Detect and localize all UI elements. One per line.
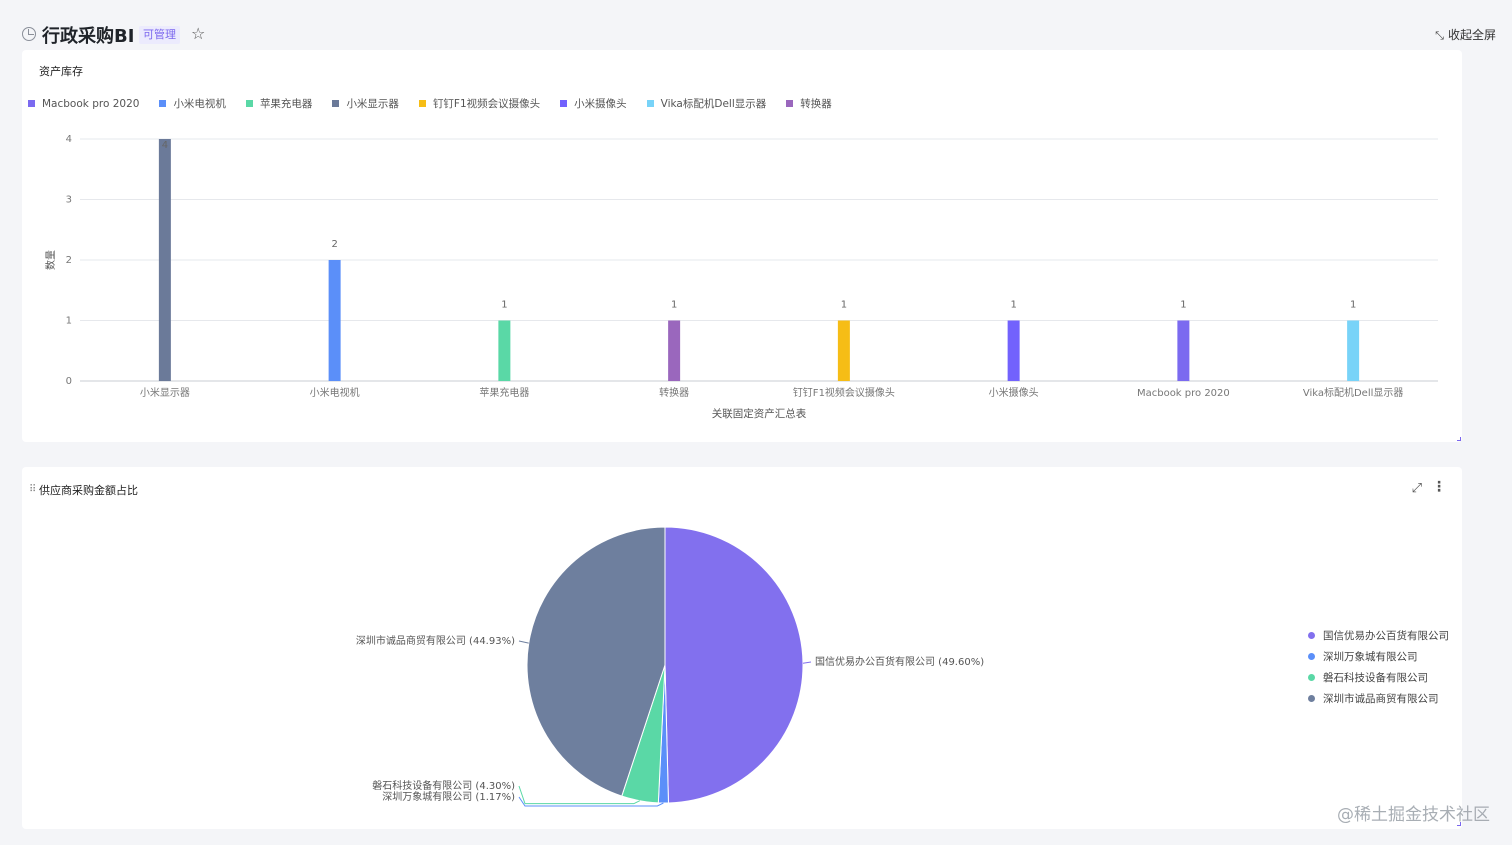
- bar: [837, 320, 850, 381]
- legend-swatch: [245, 100, 253, 107]
- legend-item[interactable]: 小米摄像头: [560, 96, 627, 111]
- collapse-icon: ⤡: [1435, 29, 1444, 42]
- clock-icon: [22, 27, 36, 41]
- legend-label: 小米显示器: [346, 98, 399, 110]
- x-tick-label: 小米电视机: [310, 386, 360, 399]
- collapse-label: 收起全屏: [1447, 28, 1496, 42]
- resize-handle-icon[interactable]: [1457, 437, 1461, 441]
- bar: [328, 260, 341, 381]
- data-label: 1: [1350, 300, 1356, 311]
- bar-chart-legend: Macbook pro 2020 小米电视机 苹果充电器 小米显示器 钉钉F1视频会议摄…: [28, 96, 852, 111]
- legend-label: 钉钉F1视频会议摄像头: [432, 98, 541, 110]
- legend-label: 小米摄像头: [574, 98, 627, 110]
- legend-swatch: [560, 100, 568, 107]
- collapse-fullscreen-button[interactable]: ⤡ 收起全屏: [1435, 27, 1496, 44]
- y-tick-label: 1: [66, 316, 72, 327]
- data-label: 1: [501, 300, 507, 311]
- legend-item[interactable]: Macbook pro 2020: [28, 96, 139, 111]
- legend-item[interactable]: 转换器: [786, 96, 832, 111]
- data-label: 1: [671, 300, 677, 311]
- legend-swatch: [332, 100, 340, 107]
- pie-legend-item[interactable]: 国信优易办公百货有限公司: [1308, 625, 1449, 646]
- y-tick-label: 4: [66, 134, 72, 145]
- pie-chart-legend: 国信优易办公百货有限公司 深圳万象城有限公司 磐石科技设备有限公司 深圳市诚品商贸有限…: [1308, 625, 1449, 709]
- x-axis-label: 关联固定资产汇总表: [712, 407, 807, 420]
- data-label: 2: [331, 239, 337, 250]
- slice-label: 深圳万象城有限公司 (1.17%): [382, 790, 515, 803]
- card-title: 资产库存: [39, 65, 83, 78]
- legend-swatch: [28, 100, 35, 107]
- x-tick-label: 小米摄像头: [989, 386, 1039, 399]
- legend-label: 小米电视机: [173, 98, 226, 110]
- label-leader-line: [802, 661, 812, 664]
- pie-legend-label: 国信优易办公百货有限公司: [1323, 630, 1449, 642]
- legend-swatch: [159, 100, 167, 107]
- slice-label: 国信优易办公百货有限公司 (49.60%): [815, 655, 984, 668]
- x-tick-label: Macbook pro 2020: [1137, 388, 1230, 399]
- data-label: 4: [162, 140, 168, 151]
- top-bar: 行政采购BI 可管理 ☆ ⤡ 收起全屏: [0, 0, 1512, 50]
- legend-item[interactable]: 苹果充电器: [245, 96, 313, 111]
- legend-label: Vika标配机Dell显示器: [660, 98, 767, 110]
- bar: [1347, 320, 1360, 381]
- x-tick-label: 苹果充电器: [479, 386, 529, 399]
- page-title: 行政采购BI: [42, 26, 135, 47]
- pie-legend-label: 磐石科技设备有限公司: [1323, 672, 1428, 684]
- more-options-icon[interactable]: ⋮: [1432, 479, 1446, 495]
- permission-badge: 可管理: [139, 26, 180, 44]
- star-icon[interactable]: ☆: [191, 24, 206, 43]
- drag-handle-icon[interactable]: ⠿: [29, 484, 36, 495]
- legend-item[interactable]: 钉钉F1视频会议摄像头: [418, 96, 541, 111]
- label-leader-line: [518, 640, 529, 644]
- pie-legend-label: 深圳市诚品商贸有限公司: [1323, 693, 1439, 705]
- data-label: 1: [1010, 300, 1016, 311]
- expand-icon[interactable]: ⤢: [1411, 481, 1422, 496]
- legend-item[interactable]: 小米电视机: [159, 96, 226, 111]
- legend-dot: [1308, 695, 1315, 702]
- legend-swatch: [786, 100, 794, 107]
- bar: [1007, 320, 1020, 381]
- legend-swatch: [418, 100, 426, 107]
- legend-dot: [1308, 674, 1315, 681]
- pie-legend-item[interactable]: 磐石科技设备有限公司: [1308, 667, 1449, 688]
- bar-chart: 0 1 2 3 4 数量 4 小米显示器 2 小米电视机 1 苹果充电器 1 转换器 1 钉钉F1视频会议摄像…: [44, 134, 1438, 420]
- x-tick-label: 钉钉F1视频会议摄像头: [793, 386, 895, 399]
- slice-label: 深圳市诚品商贸有限公司 (44.93%): [356, 634, 515, 647]
- pie-legend-item[interactable]: 深圳万象城有限公司: [1308, 646, 1449, 667]
- bar: [668, 320, 681, 381]
- asset-inventory-card: 资产库存 Macbook pro 2020 小米电视机 苹果充电器 小米显示器 钉钉F1…: [22, 50, 1462, 442]
- label-leader-line: [518, 796, 664, 807]
- x-tick-label: 小米显示器: [140, 386, 190, 399]
- pie-slice: [526, 526, 666, 797]
- slice-label: 磐石科技设备有限公司 (4.30%): [372, 779, 515, 792]
- watermark: @稀土掘金技术社区: [1337, 805, 1490, 825]
- y-tick-label: 0: [66, 376, 72, 387]
- bar: [158, 139, 171, 381]
- legend-dot: [1308, 632, 1315, 639]
- pie-slice: [664, 526, 804, 804]
- legend-item[interactable]: 小米显示器: [332, 96, 399, 111]
- bar: [498, 320, 511, 381]
- x-tick-label: 转换器: [659, 386, 689, 399]
- legend-dot: [1308, 653, 1315, 660]
- supplier-share-card: ⠿ 供应商采购金额占比 ⤢ ⋮ 国信优易办公百货有限公司 (49.60%) 深圳万…: [22, 467, 1462, 829]
- y-tick-label: 2: [66, 255, 72, 266]
- data-label: 1: [841, 300, 847, 311]
- x-tick-label: Vika标配机Dell显示器: [1303, 386, 1404, 399]
- legend-label: Macbook pro 2020: [42, 97, 140, 110]
- pie-legend-item[interactable]: 深圳市诚品商贸有限公司: [1308, 688, 1449, 709]
- bar: [1177, 320, 1190, 381]
- label-leader-line: [518, 785, 641, 805]
- resize-handle-icon[interactable]: [1457, 822, 1461, 826]
- legend-item[interactable]: Vika标配机Dell显示器: [646, 96, 767, 111]
- legend-label: 苹果充电器: [259, 98, 313, 110]
- y-tick-label: 3: [66, 195, 72, 206]
- pie-chart: 国信优易办公百货有限公司 (49.60%) 深圳万象城有限公司 (1.17%)磐石…: [356, 526, 984, 807]
- data-label: 1: [1180, 300, 1186, 311]
- legend-swatch: [646, 100, 654, 107]
- pie-legend-label: 深圳万象城有限公司: [1323, 651, 1418, 663]
- card-title: 供应商采购金额占比: [39, 484, 138, 497]
- y-axis-label: 数量: [44, 250, 57, 270]
- legend-label: 转换器: [800, 98, 832, 110]
